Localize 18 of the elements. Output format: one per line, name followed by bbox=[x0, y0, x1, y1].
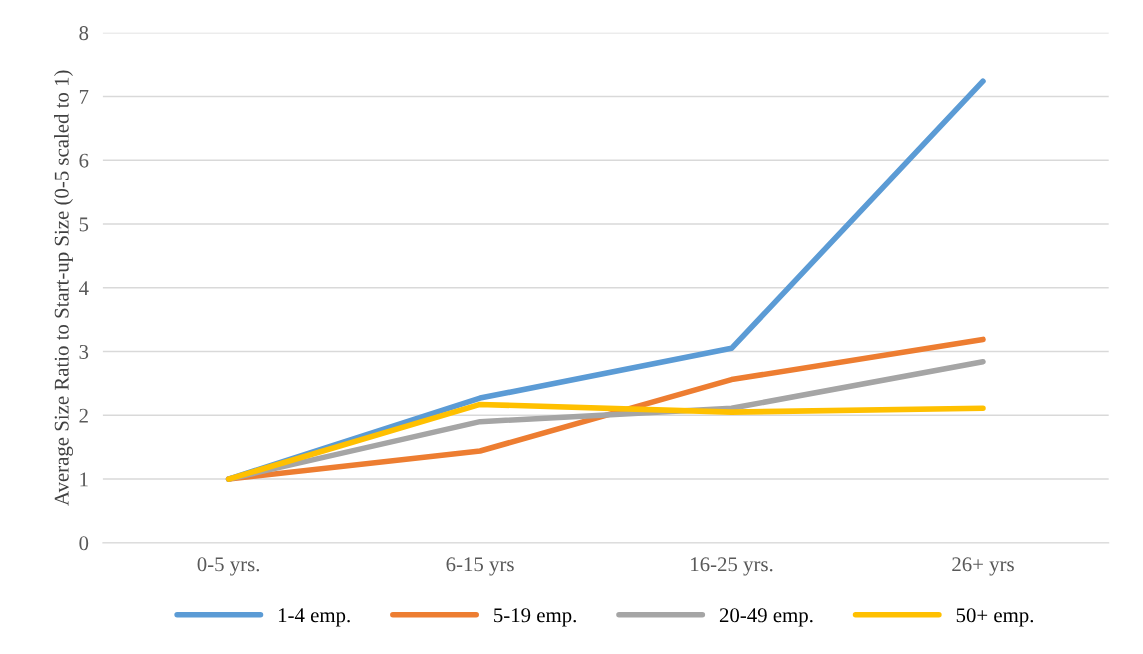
legend-label: 1-4 emp. bbox=[278, 608, 350, 627]
x-tick-label: 16-25 yrs. bbox=[691, 557, 773, 576]
y-tick-label: 6 bbox=[79, 153, 89, 168]
y-tick-label: 5 bbox=[79, 217, 89, 232]
y-tick-label: 2 bbox=[79, 408, 88, 423]
legend-label: 5-19 emp. bbox=[494, 608, 576, 627]
y-tick-label: 0 bbox=[79, 536, 89, 551]
y-tick-label: 8 bbox=[79, 26, 89, 41]
x-tick-label: 0-5 yrs. bbox=[197, 557, 260, 576]
legend-label: 50+ emp. bbox=[956, 608, 1034, 627]
y-tick-label: 7 bbox=[79, 90, 89, 104]
y-tick-label: 1 bbox=[80, 472, 88, 487]
y-axis-title: Average Size Ratio to Start-up Size (0-5 scaled to 1) bbox=[54, 70, 74, 506]
y-tick-label: 3 bbox=[79, 344, 89, 359]
x-tick-label: 26+ yrs bbox=[952, 557, 1014, 576]
x-tick-label: 6-15 yrs bbox=[446, 557, 514, 576]
y-tick-label: 4 bbox=[78, 281, 89, 295]
legend-label: 20-49 emp. bbox=[719, 608, 813, 627]
